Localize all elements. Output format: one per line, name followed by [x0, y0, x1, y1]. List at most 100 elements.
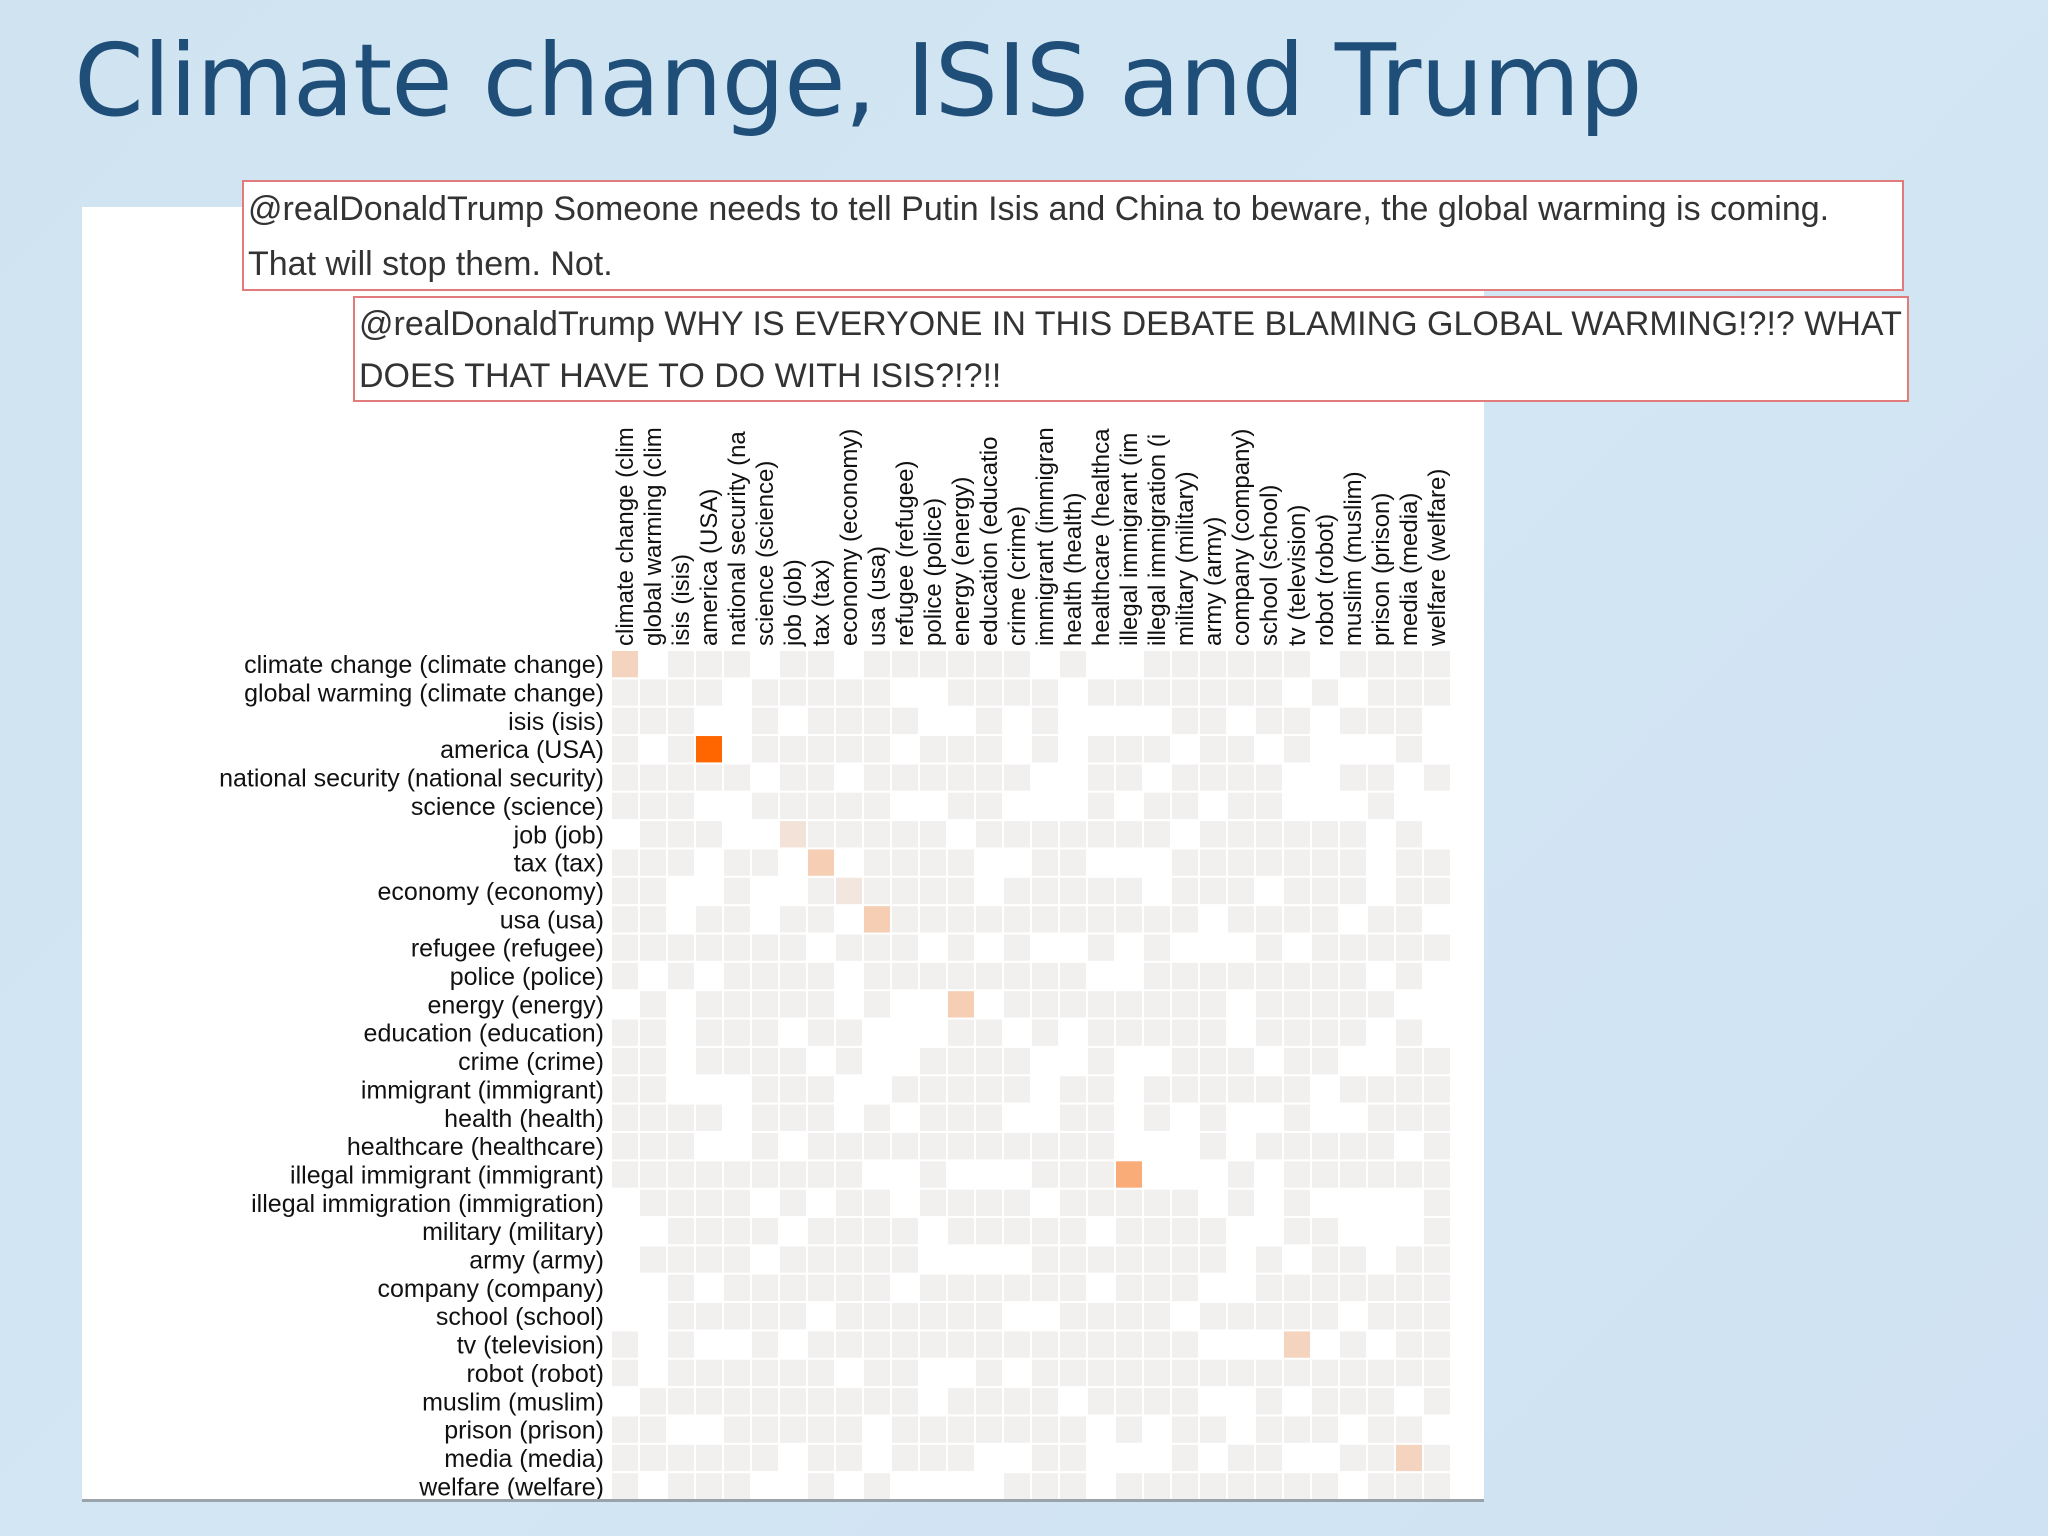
- heatmap-cell: [668, 1132, 694, 1160]
- heatmap-cell: [1060, 1274, 1086, 1302]
- heatmap-cell: [1032, 849, 1058, 876]
- heatmap-cell: [668, 1416, 694, 1443]
- row-label: refugee (refugee): [411, 935, 604, 963]
- heatmap-cell: [1172, 1189, 1198, 1216]
- heatmap-cell: [892, 1359, 918, 1387]
- heatmap-cell: [808, 934, 834, 961]
- heatmap-cell: [696, 1189, 722, 1216]
- heatmap-cell: [1032, 736, 1058, 763]
- heatmap-cell: [1116, 991, 1142, 1018]
- row-label: usa (usa): [500, 906, 604, 934]
- heatmap-cell: [640, 821, 666, 848]
- heatmap-cell: [696, 1047, 722, 1075]
- heatmap-cell: [1284, 707, 1310, 735]
- column-label: refugee (refugee): [892, 461, 919, 646]
- heatmap-cell: [1228, 821, 1254, 848]
- heatmap-cell: [976, 962, 1002, 990]
- heatmap-cell: [780, 1047, 806, 1075]
- heatmap-cell: [1368, 1444, 1394, 1472]
- heatmap-cell: [864, 1161, 890, 1188]
- heatmap-cell: [1004, 962, 1030, 990]
- heatmap-cell: [976, 1444, 1002, 1472]
- heatmap-cell: [1116, 1189, 1142, 1216]
- heatmap-cell: [1144, 1473, 1170, 1499]
- heatmap-cell: [1284, 1076, 1310, 1103]
- heatmap-cell: [1004, 1218, 1030, 1245]
- heatmap-cell: [1200, 707, 1226, 735]
- heatmap-cell: [1340, 1388, 1366, 1415]
- heatmap-cell: [836, 1359, 862, 1387]
- heatmap-cell: [1228, 792, 1254, 820]
- heatmap-cell: [892, 991, 918, 1018]
- heatmap-cell: [836, 651, 862, 678]
- heatmap-cell: [808, 679, 834, 706]
- heatmap-cell: [1424, 877, 1450, 905]
- heatmap-cell: [668, 736, 694, 763]
- column-label: illegal immigrant (im: [1116, 433, 1143, 646]
- heatmap-cell: [668, 1388, 694, 1415]
- heatmap-cell: [808, 1218, 834, 1245]
- heatmap-cell: [920, 1331, 946, 1358]
- heatmap-cell: [1340, 651, 1366, 678]
- heatmap-cell: [864, 1303, 890, 1330]
- heatmap-cell: [1060, 1331, 1086, 1358]
- heatmap-grid-background: [611, 650, 1451, 1499]
- heatmap-cell: [1004, 1274, 1030, 1302]
- heatmap-cell: [836, 849, 862, 876]
- heatmap-cell: [1312, 1388, 1338, 1415]
- heatmap-cell: [976, 1019, 1002, 1046]
- heatmap-cell: [836, 707, 862, 735]
- heatmap-cell: [780, 906, 806, 933]
- heatmap-cell: [724, 792, 750, 820]
- heatmap-cell: [1312, 821, 1338, 848]
- heatmap-cell: [1312, 1303, 1338, 1330]
- column-label: robot (robot): [1312, 514, 1339, 646]
- heatmap-cell: [696, 736, 722, 763]
- heatmap-cell: [1396, 1416, 1422, 1443]
- row-label: media (media): [444, 1445, 604, 1473]
- heatmap-cell: [724, 1047, 750, 1075]
- heatmap-cell: [780, 792, 806, 820]
- heatmap-cell: [864, 764, 890, 791]
- heatmap-cell: [780, 1218, 806, 1245]
- heatmap-cell: [1004, 1161, 1030, 1188]
- heatmap-cell: [780, 934, 806, 961]
- heatmap-cell: [1396, 736, 1422, 763]
- heatmap-cell: [1088, 1303, 1114, 1330]
- heatmap-cell: [1032, 962, 1058, 990]
- heatmap-cell: [1228, 1161, 1254, 1188]
- heatmap-cell: [1368, 736, 1394, 763]
- heatmap-cell: [1396, 651, 1422, 678]
- heatmap-cell: [1172, 1218, 1198, 1245]
- heatmap-cell: [780, 1246, 806, 1273]
- row-label: job (job): [513, 821, 604, 849]
- heatmap-cell: [612, 1189, 638, 1216]
- heatmap-cell: [808, 1104, 834, 1131]
- heatmap-cell: [1284, 1416, 1310, 1443]
- column-label: prison (prison): [1368, 493, 1395, 646]
- heatmap-cell: [640, 1444, 666, 1472]
- heatmap-cell: [1368, 1473, 1394, 1499]
- column-labels: climate change (clim global warming (clim…: [612, 427, 1451, 647]
- column-label: muslim (muslim): [1340, 471, 1367, 646]
- heatmap-cell: [1004, 1444, 1030, 1472]
- heatmap-cell: [1200, 906, 1226, 933]
- heatmap-cell: [1116, 849, 1142, 876]
- heatmap-cell: [696, 1218, 722, 1245]
- heatmap-cell: [1200, 821, 1226, 848]
- heatmap-cell: [668, 1274, 694, 1302]
- heatmap-cell: [752, 1274, 778, 1302]
- heatmap-cell: [808, 849, 834, 876]
- heatmap-cell: [864, 679, 890, 706]
- heatmap-cell: [1060, 991, 1086, 1018]
- heatmap-cell: [864, 1246, 890, 1273]
- heatmap-cell: [1368, 1104, 1394, 1131]
- heatmap-cell: [1060, 1047, 1086, 1075]
- heatmap-cell: [1368, 1047, 1394, 1075]
- heatmap-cell: [1312, 707, 1338, 735]
- heatmap-cell: [1228, 1388, 1254, 1415]
- heatmap-cell: [1396, 1076, 1422, 1103]
- heatmap-cell: [668, 991, 694, 1018]
- heatmap-cell: [1088, 1331, 1114, 1358]
- heatmap-cell: [1368, 1189, 1394, 1216]
